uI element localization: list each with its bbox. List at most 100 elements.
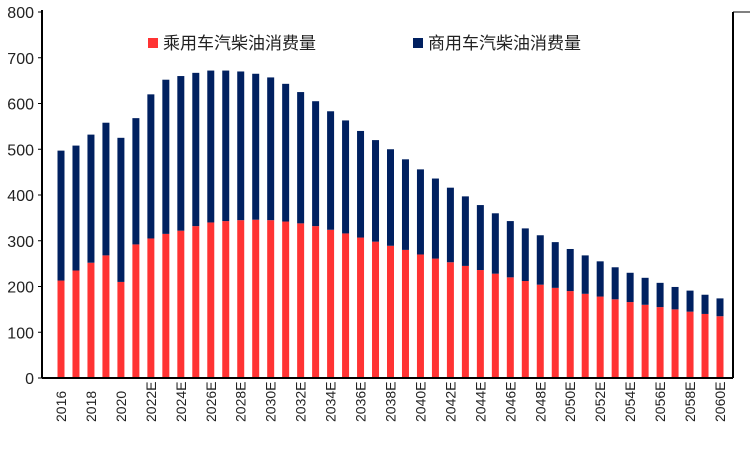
bar-passenger-2024E (177, 230, 185, 378)
bar-passenger-2059E (701, 313, 709, 378)
bar-commercial-2050E (566, 248, 574, 292)
bars-layer (57, 70, 724, 378)
bar-passenger-2029E (252, 219, 260, 378)
x-tick-label: 2024E (173, 382, 189, 422)
bar-commercial-2026E (207, 70, 215, 223)
bar-passenger-2016 (57, 280, 65, 378)
x-tick-label: 2038E (383, 382, 399, 422)
bar-passenger-2044E (476, 270, 484, 378)
bar-commercial-2046E (506, 221, 514, 278)
bar-commercial-2019 (102, 122, 110, 256)
y-tick-label: 500 (7, 142, 34, 159)
axes-layer: 2016 2018 2020 2022E 2024E 2026E 2028E 2030E 203… (7, 5, 750, 422)
bar-commercial-2052E (596, 261, 604, 297)
bar-commercial-2059E (701, 294, 709, 314)
bar-commercial-2045E (491, 213, 499, 274)
bar-passenger-2053E (611, 299, 619, 378)
legend-swatch-passenger (148, 38, 158, 48)
bar-passenger-2043E (461, 265, 469, 378)
bar-passenger-2028E (237, 220, 245, 378)
bar-passenger-2055E (641, 304, 649, 378)
bar-commercial-2047E (521, 228, 529, 282)
bar-commercial-2039E (401, 159, 409, 250)
bar-passenger-2032E (297, 223, 305, 378)
bar-commercial-2042E (446, 187, 454, 263)
bar-passenger-2031E (282, 221, 290, 378)
bar-commercial-2041E (431, 178, 439, 259)
bar-commercial-2028E (237, 71, 245, 221)
bar-commercial-2051E (581, 255, 589, 294)
bar-passenger-2046E (506, 277, 514, 378)
bar-commercial-2037E (372, 140, 380, 242)
y-tick-label: 0 (25, 371, 34, 388)
y-tick-label: 100 (7, 325, 34, 342)
x-tick-label: 2048E (532, 382, 548, 422)
bar-passenger-2025E (192, 226, 200, 378)
x-tick-label: 2040E (412, 382, 428, 422)
x-tick-label: 2030E (263, 382, 279, 422)
x-tick-label: 2060E (712, 382, 728, 422)
bar-passenger-2030E (267, 220, 275, 378)
y-tick-label: 300 (7, 234, 34, 251)
bar-commercial-2058E (686, 290, 694, 312)
bar-passenger-2036E (357, 237, 365, 378)
bar-commercial-2055E (641, 277, 649, 305)
bar-commercial-2032E (297, 92, 305, 224)
bar-commercial-2022E (147, 94, 155, 239)
bar-commercial-2024E (177, 76, 185, 231)
bar-passenger-2019 (102, 255, 110, 378)
y-tick-label: 600 (7, 97, 34, 114)
bar-passenger-2051E (581, 293, 589, 378)
bar-passenger-2054E (626, 302, 634, 378)
bar-passenger-2041E (431, 258, 439, 378)
bar-passenger-2052E (596, 296, 604, 378)
bar-commercial-2030E (267, 77, 275, 221)
x-tick-label: 2044E (472, 382, 488, 422)
legend-label-passenger: 乘用车汽柴油消费量 (163, 34, 316, 53)
bar-commercial-2033E (312, 101, 320, 227)
bar-commercial-2020 (117, 137, 125, 282)
x-tick-label: 2036E (353, 382, 369, 422)
bar-commercial-2053E (611, 267, 619, 300)
y-tick-label: 200 (7, 280, 34, 297)
bar-passenger-2048E (536, 284, 544, 378)
bar-passenger-2057E (671, 309, 679, 378)
bar-commercial-2060E (716, 298, 724, 317)
bar-commercial-2035E (342, 120, 350, 234)
bar-commercial-2025E (192, 72, 200, 227)
bar-commercial-2054E (626, 272, 634, 303)
y-tick-label: 800 (7, 5, 34, 22)
bar-commercial-2021 (132, 118, 140, 245)
bar-passenger-2026E (207, 222, 215, 378)
bar-passenger-2050E (566, 291, 574, 378)
bar-commercial-2043E (461, 196, 469, 266)
bar-passenger-2035E (342, 233, 350, 378)
bar-commercial-2031E (282, 83, 290, 222)
bar-passenger-2037E (372, 241, 380, 378)
bar-passenger-2038E (387, 245, 394, 378)
bar-passenger-2033E (312, 226, 320, 378)
bar-passenger-2021 (132, 244, 140, 378)
bar-passenger-2042E (446, 262, 454, 378)
x-tick-label: 2026E (203, 382, 219, 422)
bar-commercial-2044E (476, 205, 484, 271)
bar-commercial-2018 (87, 134, 95, 263)
bar-commercial-2040E (416, 169, 424, 255)
x-tick-label: 2016 (53, 391, 69, 422)
y-tick-label: 400 (7, 188, 34, 205)
bar-passenger-2023E (162, 233, 170, 378)
x-tick-label: 2032E (293, 382, 309, 422)
bar-passenger-2047E (521, 281, 529, 378)
bar-commercial-2034E (327, 111, 335, 230)
x-tick-label: 2050E (562, 382, 578, 422)
legend: 乘用车汽柴油消费量 商用车汽柴油消费量 (148, 34, 581, 53)
x-tick-label: 2054E (622, 382, 638, 422)
bar-passenger-2058E (686, 311, 694, 378)
y-tick-label: 700 (7, 51, 34, 68)
bar-commercial-2049E (551, 242, 559, 288)
x-tick-label: 2020 (113, 391, 129, 422)
x-tick-label: 2046E (502, 382, 518, 422)
bar-commercial-2023E (162, 79, 170, 234)
bar-commercial-2016 (57, 150, 65, 281)
